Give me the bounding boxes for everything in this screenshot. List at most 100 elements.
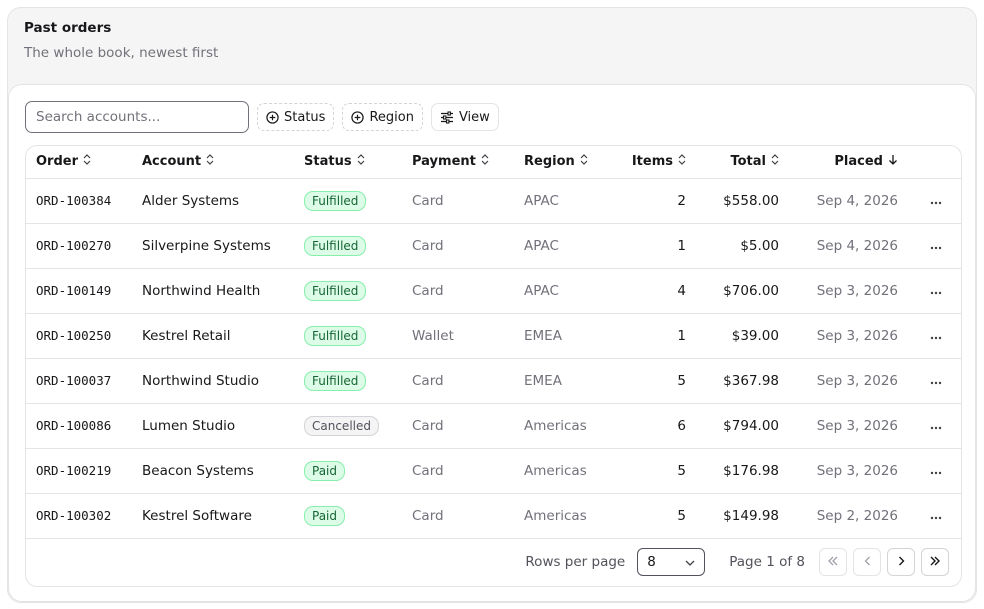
region-cell: Americas (524, 417, 587, 434)
status-filter-button[interactable]: Status (257, 103, 335, 131)
total-cell: $558.00 (723, 192, 779, 209)
row-actions-button[interactable] (908, 448, 961, 493)
previous-page-button[interactable] (853, 548, 881, 576)
table-row[interactable]: ORD-100384 Alder Systems Fulfilled Card APAC… (26, 178, 961, 223)
column-header-label: Items (631, 154, 673, 170)
more-horizontal-icon (930, 238, 942, 254)
table-row[interactable]: ORD-100149 Northwind Health Fulfilled Card A… (26, 268, 961, 313)
table-row[interactable]: ORD-100250 Kestrel Retail Fulfilled Wallet E… (26, 313, 961, 358)
order-id-cell: ORD-100149 (36, 283, 112, 298)
payment-cell: Wallet (412, 327, 454, 344)
row-actions-button[interactable] (908, 313, 961, 358)
items-cell: 6 (677, 417, 686, 434)
placed-cell: Sep 3, 2026 (816, 372, 898, 389)
order-id-cell: ORD-100037 (36, 373, 112, 388)
column-header-placed[interactable]: Placed (789, 146, 908, 178)
view-options-button[interactable]: View (430, 103, 499, 131)
column-header-items[interactable]: Items (614, 146, 696, 178)
rows-per-page-select[interactable]: 8 (637, 548, 706, 576)
order-id-cell: ORD-100270 (36, 238, 112, 253)
column-header-label: Total (730, 154, 766, 170)
column-header-label: Payment (412, 154, 476, 170)
chevron-down-icon (685, 554, 695, 570)
status-badge: Fulfilled (304, 280, 367, 301)
column-header-total[interactable]: Total (696, 146, 789, 178)
next-page-button[interactable] (887, 548, 915, 576)
search-input[interactable] (25, 101, 249, 133)
table-row[interactable]: ORD-100302 Kestrel Software Paid Card Americ… (26, 493, 961, 538)
placed-cell: Sep 2, 2026 (816, 507, 898, 524)
plus-circle-icon (351, 110, 365, 124)
items-cell: 5 (677, 372, 686, 389)
first-page-button[interactable] (819, 548, 847, 576)
items-cell: 2 (677, 192, 686, 209)
status-badge: Cancelled (304, 415, 379, 436)
column-header-label: Placed (834, 154, 883, 170)
more-horizontal-icon (930, 373, 942, 389)
more-horizontal-icon (930, 193, 942, 209)
account-cell: Kestrel Software (142, 507, 252, 524)
row-actions-button[interactable] (908, 493, 961, 538)
sort-icon (481, 154, 489, 169)
more-horizontal-icon (930, 463, 942, 479)
region-cell: Americas (524, 462, 587, 479)
chevrons-left-icon (827, 554, 839, 570)
table-row[interactable]: ORD-100270 Silverpine Systems Fulfilled Car… (26, 223, 961, 268)
account-cell: Alder Systems (142, 192, 240, 209)
status-cell: Fulfilled (294, 223, 402, 268)
status-cell: Fulfilled (294, 268, 402, 313)
sort-icon (357, 154, 365, 169)
region-cell: Americas (524, 507, 587, 524)
items-cell: 5 (677, 507, 686, 524)
table-row[interactable]: ORD-100037 Northwind Studio Fulfilled Card E… (26, 358, 961, 403)
orders-table-container: Order Account Status Payment Region Item… (25, 145, 962, 587)
placed-cell: Sep 3, 2026 (816, 282, 898, 299)
total-cell: $794.00 (723, 417, 779, 434)
row-actions-button[interactable] (908, 268, 961, 313)
items-cell: 5 (677, 462, 686, 479)
items-cell: 1 (677, 327, 686, 344)
table-row[interactable]: ORD-100219 Beacon Systems Paid Card Americas… (26, 448, 961, 493)
past-orders-card: Past orders The whole book, newest first… (7, 7, 977, 603)
region-cell: APAC (524, 237, 559, 254)
total-cell: $149.98 (723, 507, 779, 524)
status-badge: Fulfilled (304, 190, 367, 211)
view-options-label: View (458, 109, 490, 125)
account-cell: Beacon Systems (142, 462, 254, 479)
region-cell: EMEA (524, 372, 562, 389)
region-filter-button[interactable]: Region (342, 103, 423, 131)
more-horizontal-icon (930, 328, 942, 344)
order-id-cell: ORD-100086 (36, 418, 112, 433)
row-actions-button[interactable] (908, 358, 961, 403)
row-actions-button[interactable] (908, 223, 961, 268)
account-cell: Lumen Studio (142, 417, 236, 434)
row-actions-button[interactable] (908, 403, 961, 448)
chevron-left-icon (864, 554, 871, 570)
status-cell: Fulfilled (294, 178, 402, 223)
column-header-order[interactable]: Order (26, 146, 132, 178)
total-cell: $176.98 (723, 462, 779, 479)
orders-panel: Status Region View (8, 84, 976, 602)
sort-icon (206, 154, 214, 169)
region-cell: APAC (524, 282, 559, 299)
column-header-account[interactable]: Account (132, 146, 294, 178)
payment-cell: Card (412, 282, 444, 299)
last-page-button[interactable] (921, 548, 949, 576)
placed-cell: Sep 3, 2026 (816, 417, 898, 434)
column-header-payment[interactable]: Payment (402, 146, 514, 178)
status-badge: Paid (304, 460, 346, 481)
status-cell: Paid (294, 493, 402, 538)
region-filter-label: Region (369, 109, 414, 125)
more-horizontal-icon (930, 508, 942, 524)
column-header-status[interactable]: Status (294, 146, 402, 178)
row-actions-button[interactable] (908, 178, 961, 223)
payment-cell: Card (412, 417, 444, 434)
rows-per-page-value: 8 (647, 554, 656, 570)
pagination-bar: Rows per page 8 Page 1 of 8 (26, 538, 961, 586)
table-row[interactable]: ORD-100086 Lumen Studio Cancelled Card Ameri… (26, 403, 961, 448)
column-header-region[interactable]: Region (514, 146, 614, 178)
items-cell: 1 (677, 237, 686, 254)
more-horizontal-icon (930, 418, 942, 434)
total-cell: $367.98 (723, 372, 779, 389)
order-id-cell: ORD-100219 (36, 463, 112, 478)
